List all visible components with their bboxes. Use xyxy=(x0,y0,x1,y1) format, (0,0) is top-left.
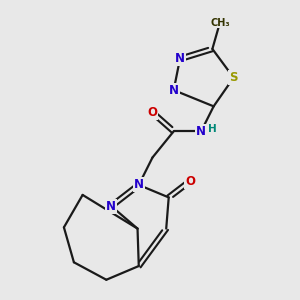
Text: H: H xyxy=(208,124,217,134)
Text: CH₃: CH₃ xyxy=(210,18,230,28)
Text: O: O xyxy=(148,106,158,119)
Text: N: N xyxy=(106,200,116,213)
Text: N: N xyxy=(175,52,185,65)
Text: N: N xyxy=(134,178,144,191)
Text: S: S xyxy=(229,71,238,84)
Text: N: N xyxy=(169,84,179,97)
Text: N: N xyxy=(196,125,206,138)
Text: O: O xyxy=(185,175,195,188)
